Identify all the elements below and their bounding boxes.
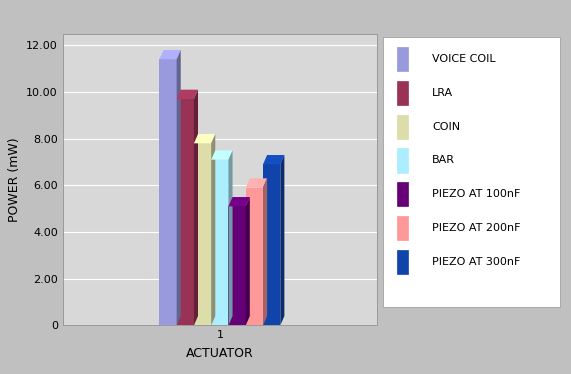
Polygon shape bbox=[280, 155, 284, 325]
Text: PIEZO AT 200nF: PIEZO AT 200nF bbox=[432, 223, 521, 233]
Text: COIN: COIN bbox=[432, 122, 460, 132]
Bar bbox=[246, 188, 263, 325]
Text: PIEZO AT 300nF: PIEZO AT 300nF bbox=[432, 257, 521, 267]
Y-axis label: POWER (mW): POWER (mW) bbox=[7, 137, 21, 222]
Bar bbox=[397, 47, 408, 71]
Polygon shape bbox=[194, 134, 215, 143]
Polygon shape bbox=[263, 178, 267, 325]
Polygon shape bbox=[63, 331, 444, 340]
Polygon shape bbox=[246, 178, 267, 188]
Polygon shape bbox=[211, 134, 215, 325]
X-axis label: ACTUATOR: ACTUATOR bbox=[186, 347, 254, 360]
Bar bbox=[397, 182, 408, 206]
Polygon shape bbox=[228, 197, 250, 206]
Text: LRA: LRA bbox=[432, 88, 453, 98]
Polygon shape bbox=[211, 150, 232, 160]
Bar bbox=[228, 206, 246, 325]
Bar bbox=[397, 216, 408, 240]
Bar bbox=[397, 148, 408, 173]
Text: PIEZO AT 100nF: PIEZO AT 100nF bbox=[432, 189, 521, 199]
Bar bbox=[211, 160, 228, 325]
Text: BAR: BAR bbox=[432, 156, 455, 166]
Bar bbox=[263, 164, 280, 325]
Polygon shape bbox=[246, 197, 250, 325]
Polygon shape bbox=[176, 90, 198, 99]
Polygon shape bbox=[228, 150, 232, 325]
Bar bbox=[397, 114, 408, 139]
Polygon shape bbox=[194, 90, 198, 325]
Bar bbox=[194, 143, 211, 325]
Polygon shape bbox=[263, 155, 284, 164]
Bar bbox=[176, 99, 194, 325]
Bar bbox=[397, 250, 408, 274]
Polygon shape bbox=[176, 50, 181, 325]
Bar bbox=[159, 59, 176, 325]
Text: VOICE COIL: VOICE COIL bbox=[432, 54, 496, 64]
Polygon shape bbox=[159, 50, 181, 59]
Bar bbox=[397, 81, 408, 105]
